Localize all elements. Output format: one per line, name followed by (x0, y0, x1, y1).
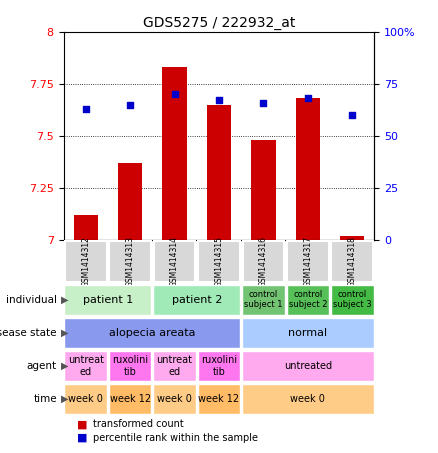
Bar (296, 98, 320, 240)
Bar (64, 318, 240, 347)
Bar (242, 351, 374, 381)
Text: untreated: untreated (284, 361, 332, 371)
Text: GSM1414312: GSM1414312 (81, 236, 90, 287)
Text: untreat
ed: untreat ed (68, 355, 104, 376)
Bar (109, 241, 151, 282)
Bar (109, 384, 152, 414)
Text: week 0: week 0 (157, 394, 192, 404)
Bar (74, 215, 98, 240)
Point (215, 97, 223, 104)
Text: percentile rank within the sample: percentile rank within the sample (93, 433, 258, 443)
Text: control
subject 2: control subject 2 (289, 290, 327, 309)
Bar (286, 285, 329, 314)
Bar (153, 285, 240, 314)
Point (127, 101, 134, 108)
Text: ruxolini
tib: ruxolini tib (112, 355, 148, 376)
Bar (153, 351, 196, 381)
Text: untreat
ed: untreat ed (156, 355, 193, 376)
Point (349, 111, 356, 119)
Text: ■: ■ (77, 433, 87, 443)
Text: ruxolini
tib: ruxolini tib (201, 355, 237, 376)
Text: patient 1: patient 1 (83, 294, 133, 305)
Bar (65, 241, 106, 282)
Text: control
subject 3: control subject 3 (333, 290, 371, 309)
Bar (64, 384, 107, 414)
Text: GSM1414314: GSM1414314 (170, 236, 179, 287)
Bar (251, 140, 276, 240)
Text: GSM1414316: GSM1414316 (259, 236, 268, 287)
Text: disease state: disease state (0, 328, 57, 338)
Text: agent: agent (27, 361, 57, 371)
Text: GSM1414318: GSM1414318 (348, 236, 357, 287)
Text: time: time (33, 394, 57, 404)
Text: normal: normal (288, 328, 328, 338)
Text: transformed count: transformed count (93, 419, 184, 429)
Bar (340, 236, 364, 240)
Bar (287, 241, 329, 282)
Bar (242, 318, 374, 347)
Bar (207, 105, 231, 240)
Text: individual: individual (6, 294, 57, 305)
Point (304, 95, 311, 102)
Text: GDS5275 / 222932_at: GDS5275 / 222932_at (143, 16, 295, 30)
Bar (64, 285, 152, 314)
Bar (242, 384, 374, 414)
Bar (198, 384, 240, 414)
Bar (109, 351, 152, 381)
Bar (242, 285, 285, 314)
Text: GSM1414317: GSM1414317 (304, 236, 312, 287)
Text: ▶: ▶ (61, 361, 69, 371)
Bar (118, 163, 142, 240)
Bar (332, 241, 373, 282)
Bar (154, 241, 195, 282)
Bar (64, 351, 107, 381)
Text: week 12: week 12 (198, 394, 240, 404)
Bar (162, 67, 187, 240)
Bar (331, 285, 374, 314)
Point (82, 105, 89, 112)
Text: ▶: ▶ (61, 394, 69, 404)
Text: patient 2: patient 2 (172, 294, 222, 305)
Point (260, 99, 267, 106)
Bar (243, 241, 284, 282)
Bar (198, 241, 240, 282)
Text: GSM1414315: GSM1414315 (215, 236, 223, 287)
Text: week 0: week 0 (290, 394, 325, 404)
Text: GSM1414313: GSM1414313 (126, 236, 134, 287)
Text: week 0: week 0 (68, 394, 103, 404)
Bar (198, 351, 240, 381)
Text: ■: ■ (77, 419, 87, 429)
Point (171, 91, 178, 98)
Bar (153, 384, 196, 414)
Text: week 12: week 12 (110, 394, 151, 404)
Text: alopecia areata: alopecia areata (109, 328, 196, 338)
Text: ▶: ▶ (61, 328, 69, 338)
Text: control
subject 1: control subject 1 (244, 290, 283, 309)
Text: ▶: ▶ (61, 294, 69, 305)
